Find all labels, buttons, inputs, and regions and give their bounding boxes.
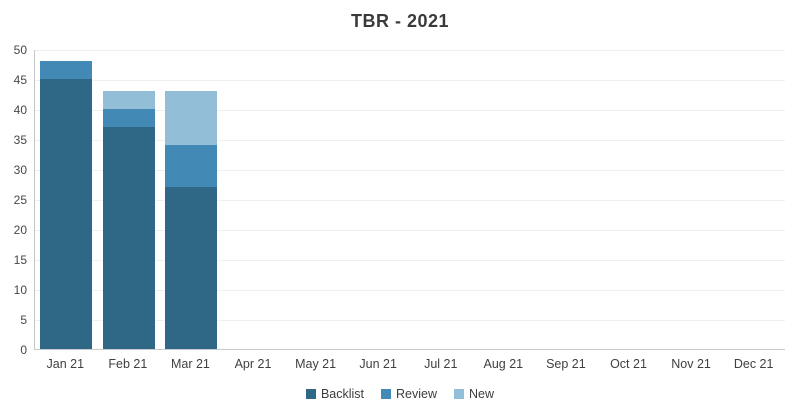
x-tick-label: Oct 21 [610, 357, 647, 371]
y-tick-label: 40 [13, 103, 27, 117]
y-tick-label: 20 [13, 223, 27, 237]
chart-title: TBR - 2021 [350, 11, 450, 31]
bars-layer [35, 50, 785, 349]
bar-slot-feb-21 [98, 50, 161, 349]
bar-segment-backlist[interactable] [165, 187, 218, 349]
legend-item-review[interactable]: Review [381, 387, 437, 401]
x-tick-label: Dec 21 [733, 357, 774, 371]
gridline [35, 80, 785, 81]
bar-slot-nov-21 [660, 50, 723, 349]
gridline [35, 50, 785, 51]
legend-item-backlist[interactable]: Backlist [305, 387, 365, 401]
x-tick-label: May 21 [295, 357, 337, 371]
legend-swatch-icon [305, 389, 316, 399]
x-tick-label: Jan 21 [46, 357, 85, 371]
bar-slot-aug-21 [473, 50, 536, 349]
x-axis: Jan 21 Feb 21 Mar 21 Apr 21 May 21 Jun 21 Jul … [34, 357, 785, 371]
gridline [35, 290, 785, 291]
bar-segment-new[interactable] [165, 91, 218, 145]
bar-segment-review[interactable] [40, 61, 93, 79]
bar-stack [165, 91, 218, 349]
legend-swatch-icon [454, 389, 465, 399]
bar-slot-apr-21 [223, 50, 286, 349]
gridline [35, 260, 785, 261]
y-tick-label: 15 [13, 253, 27, 267]
bar-segment-backlist[interactable] [40, 79, 93, 349]
bar-stack [102, 91, 155, 349]
bar-slot-oct-21 [598, 50, 661, 349]
y-tick-label: 45 [13, 73, 27, 87]
x-tick-label: Apr 21 [234, 357, 272, 371]
bar-slot-jan-21 [35, 50, 98, 349]
legend: Backlist Review New [0, 387, 800, 401]
x-tick-label: Sep 21 [546, 357, 586, 371]
bar-slot-sep-21 [535, 50, 598, 349]
x-tick-label: Aug 21 [483, 357, 524, 371]
y-tick-label: 35 [13, 133, 27, 147]
x-tick-label: Mar 21 [170, 357, 210, 371]
bar-slot-jul-21 [410, 50, 473, 349]
y-tick-label: 0 [20, 343, 27, 357]
gridline [35, 230, 785, 231]
x-tick-label: Nov 21 [671, 357, 711, 371]
bar-segment-review[interactable] [102, 109, 155, 127]
bar-slot-dec-21 [723, 50, 786, 349]
x-tick-label: Jul 21 [424, 357, 458, 371]
x-tick-label: Feb 21 [108, 357, 148, 371]
legend-swatch-icon [381, 389, 392, 399]
gridline [35, 200, 785, 201]
gridline [35, 320, 785, 321]
gridline [35, 110, 785, 111]
bar-segment-new[interactable] [102, 91, 155, 109]
bar-slot-may-21 [285, 50, 348, 349]
gridline [35, 170, 785, 171]
legend-label: Review [396, 387, 438, 401]
y-tick-label: 5 [20, 313, 27, 327]
y-tick-label: 25 [13, 193, 27, 207]
plot-area [34, 50, 785, 350]
gridline [35, 140, 785, 141]
x-tick-label: Jun 21 [359, 357, 397, 371]
legend-label: New [469, 387, 495, 401]
bar-segment-review[interactable] [165, 145, 218, 187]
y-axis: 0 5 10 15 20 25 30 35 40 45 50 [0, 43, 27, 357]
bar-segment-backlist[interactable] [102, 127, 155, 349]
bar-slot-jun-21 [348, 50, 411, 349]
y-tick-label: 50 [13, 43, 27, 57]
y-tick-label: 30 [13, 163, 27, 177]
y-tick-label: 10 [13, 283, 27, 297]
legend-label: Backlist [320, 387, 365, 401]
bar-slot-mar-21 [160, 50, 223, 349]
bar-stack [40, 61, 93, 349]
legend-item-new[interactable]: New [454, 387, 494, 401]
